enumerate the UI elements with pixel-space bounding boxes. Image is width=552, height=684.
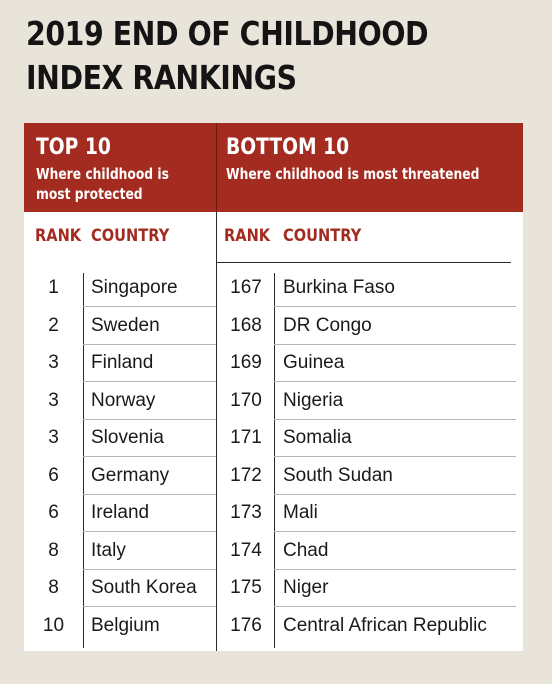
- row-divider: [274, 493, 516, 495]
- table-row: 3 Finland 169 Guinea: [24, 344, 523, 382]
- bottom-country-column-header: COUNTRY: [283, 226, 362, 246]
- bottom-country: Mali: [283, 502, 318, 523]
- top-rank-divider: [83, 273, 84, 648]
- row-divider: [83, 306, 216, 307]
- header-divider: [216, 123, 217, 212]
- bottom-country: Chad: [283, 539, 329, 561]
- table-row: 10 Belgium 176 Central African Republic: [24, 607, 523, 644]
- column-header-underline: [217, 262, 511, 263]
- top-country: Sweden: [91, 314, 160, 336]
- table-row: 3 Slovenia 171 Somalia: [24, 419, 523, 457]
- top-country: Finland: [91, 352, 154, 373]
- center-divider: [216, 212, 217, 651]
- table-header-band: TOP 10 Where childhood is most protected…: [24, 123, 523, 212]
- top-10-header: TOP 10 Where childhood is most protected: [24, 123, 216, 212]
- top-country: Slovenia: [91, 427, 164, 448]
- row-divider: [274, 306, 516, 307]
- row-divider: [274, 531, 516, 532]
- table-row: 8 Italy 174 Chad: [24, 532, 523, 570]
- row-divider: [274, 343, 516, 345]
- row-divider: [83, 493, 216, 495]
- bottom-country: Niger: [283, 577, 329, 598]
- row-divider: [83, 531, 216, 532]
- top-rank: 10: [42, 614, 65, 636]
- bottom-rank: 173: [230, 502, 262, 523]
- bottom-rank: 174: [230, 539, 262, 561]
- bottom-country: Central African Republic: [283, 614, 487, 636]
- bottom-rank: 170: [230, 389, 262, 411]
- top-rank: 2: [48, 314, 59, 336]
- bottom-rank: 167: [230, 277, 262, 298]
- bottom-10-header: BOTTOM 10 Where childhood is most threat…: [217, 123, 523, 212]
- top-rank: 6: [48, 464, 59, 486]
- rankings-table: TOP 10 Where childhood is most protected…: [24, 123, 523, 651]
- bottom-country: Nigeria: [283, 389, 344, 411]
- top-rank: 8: [48, 577, 59, 598]
- row-divider: [83, 343, 216, 345]
- row-divider: [83, 381, 216, 382]
- top-country: Singapore: [91, 277, 178, 298]
- top-rank: 8: [48, 539, 59, 561]
- table-row: 6 Germany 172 South Sudan: [24, 457, 523, 495]
- row-divider: [274, 606, 516, 607]
- bottom-country: South Sudan: [283, 464, 393, 486]
- row-divider: [83, 606, 216, 607]
- bottom-rank-divider: [274, 273, 275, 648]
- row-divider: [274, 381, 516, 382]
- bottom-country: Burkina Faso: [283, 277, 395, 298]
- table-row: 2 Sweden 168 DR Congo: [24, 307, 523, 345]
- top-country-column-header: COUNTRY: [91, 226, 170, 246]
- row-divider: [83, 568, 216, 570]
- row-divider: [274, 568, 516, 570]
- bottom-rank: 168: [230, 314, 262, 336]
- top-country: Germany: [91, 464, 170, 486]
- bottom-country: DR Congo: [283, 314, 372, 336]
- table-row: 8 South Korea 175 Niger: [24, 569, 523, 607]
- title-line-2: INDEX RANKINGS: [26, 58, 297, 97]
- page-title: 2019 END OF CHILDHOOD INDEX RANKINGS: [26, 12, 429, 100]
- bottom-rank: 175: [230, 577, 262, 598]
- bottom-rank-column-header: RANK: [224, 226, 271, 246]
- bottom-rank: 176: [230, 614, 262, 636]
- top-10-subheading: Where childhood is most protected: [36, 165, 169, 203]
- top-rank-column-header: RANK: [35, 226, 82, 246]
- top-rank: 6: [48, 502, 59, 523]
- top-rank: 1: [48, 277, 59, 298]
- bottom-10-subheading: Where childhood is most threatened: [226, 165, 480, 183]
- table-row: 3 Norway 170 Nigeria: [24, 382, 523, 420]
- row-divider: [83, 418, 216, 420]
- top-rank: 3: [48, 352, 59, 373]
- table-row: 1 Singapore 167 Burkina Faso: [24, 269, 523, 307]
- top-rank: 3: [48, 427, 59, 448]
- table-row: 6 Ireland 173 Mali: [24, 494, 523, 532]
- top-10-heading: TOP 10: [36, 135, 111, 160]
- bottom-rank: 171: [230, 427, 262, 448]
- top-country: Belgium: [91, 614, 160, 636]
- row-divider: [274, 418, 516, 420]
- top-country: Italy: [91, 539, 126, 561]
- bottom-10-heading: BOTTOM 10: [226, 135, 350, 160]
- title-line-1: 2019 END OF CHILDHOOD: [26, 14, 429, 53]
- top-country: South Korea: [91, 577, 197, 598]
- bottom-country: Guinea: [283, 352, 345, 373]
- bottom-rank: 172: [230, 464, 262, 486]
- top-country: Ireland: [91, 502, 150, 523]
- row-divider: [274, 456, 516, 457]
- row-divider: [83, 456, 216, 457]
- top-country: Norway: [91, 389, 156, 411]
- top-rank: 3: [48, 389, 59, 411]
- bottom-country: Somalia: [283, 427, 352, 448]
- bottom-rank: 169: [230, 352, 262, 373]
